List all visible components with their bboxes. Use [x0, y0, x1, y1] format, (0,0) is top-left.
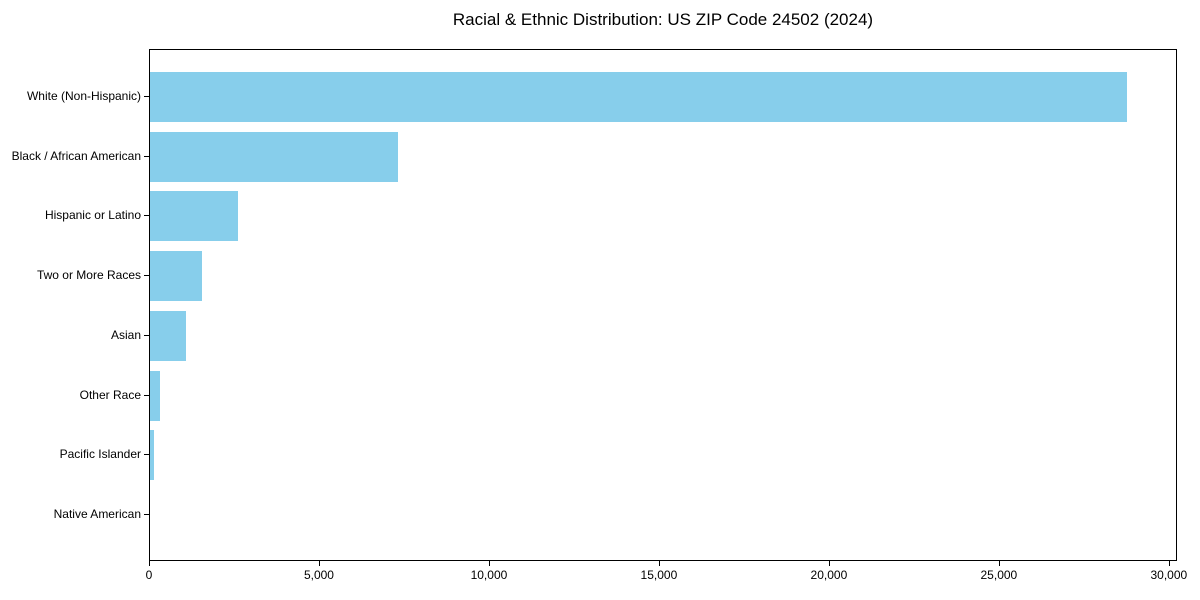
x-tick-label: 5,000 [303, 568, 334, 582]
x-tick-label: 10,000 [470, 568, 508, 582]
y-tick-mark [144, 215, 149, 217]
y-tick-mark [144, 394, 149, 396]
x-tick-mark [1168, 561, 1170, 566]
y-axis-label: Hispanic or Latino [44, 208, 141, 223]
y-axis-label: Black / African American [11, 148, 141, 163]
bars-container [150, 67, 1176, 545]
x-tick-mark [318, 561, 320, 566]
bar-white-non-hispanic [150, 71, 1128, 122]
x-tick-label: 0 [145, 568, 153, 582]
bar-row [150, 127, 1176, 187]
x-tick-label: 15,000 [640, 568, 678, 582]
x-tick-mark [658, 561, 660, 566]
y-tick-mark [144, 95, 149, 97]
bar-row [150, 366, 1176, 426]
x-tick-mark [998, 561, 1000, 566]
y-tick-mark [144, 334, 149, 336]
x-tick-mark [828, 561, 830, 566]
x-tick-label: 30,000 [1150, 568, 1188, 582]
y-axis-label: Pacific Islander [59, 447, 141, 462]
bar-hispanic-or-latino [150, 191, 238, 242]
x-tick-label: 25,000 [980, 568, 1018, 582]
bar-row [150, 426, 1176, 486]
y-axis-label: White (Non-Hispanic) [26, 88, 141, 103]
bar-row [150, 67, 1176, 127]
bar-row [150, 246, 1176, 306]
y-axis-label: Native American [53, 507, 141, 522]
bar-row [150, 187, 1176, 247]
bar-asian [150, 310, 186, 361]
y-tick-mark [144, 275, 149, 277]
y-axis-label: Two or More Races [36, 268, 141, 283]
bar-two-or-more-races [150, 251, 203, 302]
y-tick-mark [144, 155, 149, 157]
bar-row [150, 306, 1176, 366]
plot-area [149, 49, 1177, 561]
y-axis-label: Asian [110, 327, 141, 342]
x-tick-mark [488, 561, 490, 566]
y-tick-mark [144, 514, 149, 516]
y-axis-label: Other Race [79, 387, 141, 402]
x-tick-mark [149, 561, 150, 566]
bar-other-race [150, 370, 161, 421]
bar-row [150, 485, 1176, 545]
y-tick-mark [144, 454, 149, 456]
bar-black-african-american [150, 131, 398, 182]
chart-title: Racial & Ethnic Distribution: US ZIP Cod… [452, 10, 874, 29]
bar-pacific-islander [150, 430, 155, 481]
x-tick-label: 20,000 [810, 568, 848, 582]
